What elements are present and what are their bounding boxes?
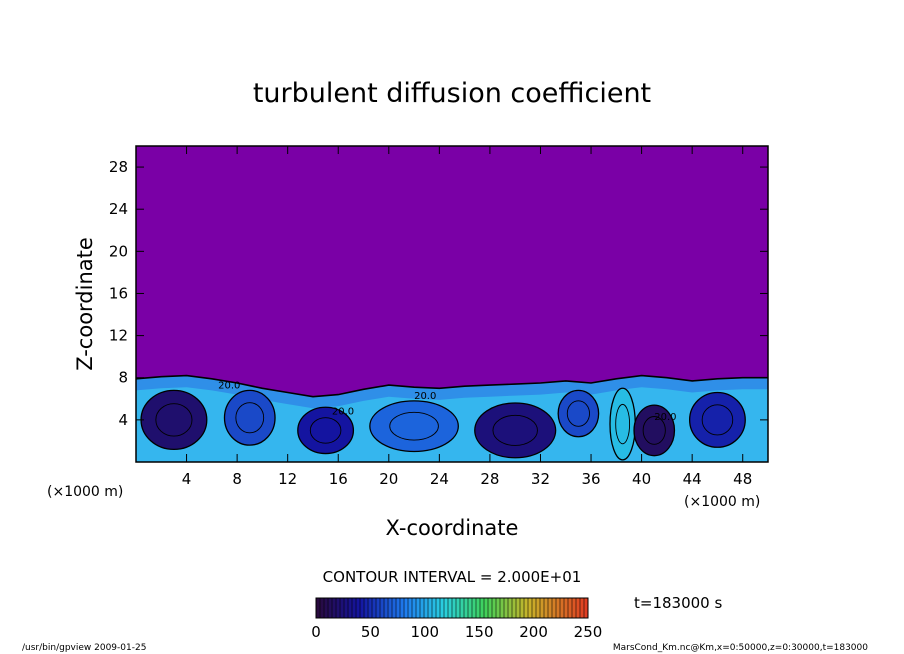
x-unit-left: (×1000 m) <box>47 484 123 500</box>
cell-inner-contour <box>701 404 734 436</box>
turbulent-cell <box>369 400 459 453</box>
turbulent-cell <box>140 389 208 451</box>
time-label: t=183000 s <box>634 594 722 612</box>
y-tick-label: 8 <box>118 369 128 387</box>
cell-inner-contour <box>642 416 666 445</box>
x-tick-label: 36 <box>581 470 600 488</box>
colorbar-tick-label: 250 <box>574 623 603 641</box>
contour-label: 20.0 <box>414 391 436 402</box>
turbulent-cell <box>297 406 355 455</box>
x-tick-label: 20 <box>379 470 398 488</box>
x-tick-label: 32 <box>531 470 550 488</box>
colorbar-ticks: 0 50 100 150 200 250 <box>311 623 602 641</box>
cell-inner-contour <box>615 403 631 445</box>
x-axis: 4 8 12 16 20 24 28 32 36 40 44 48 <box>182 146 752 488</box>
x-tick-label: 16 <box>329 470 348 488</box>
contour-label: 20.0 <box>654 412 676 423</box>
x-tick-label: 40 <box>632 470 651 488</box>
boundary-layer-contour <box>136 374 768 398</box>
x-tick-label: 28 <box>480 470 499 488</box>
colorbar-tick-label: 200 <box>519 623 548 641</box>
y-tick-label: 16 <box>109 284 128 302</box>
footer-right: MarsCond_Km.nc@Km,x=0:50000,z=0:30000,t=… <box>613 643 868 653</box>
cell-inner-contour <box>566 400 590 427</box>
turbulent-cell <box>633 404 676 457</box>
cell-inner-contour <box>155 403 193 437</box>
turbulent-cell <box>223 389 276 446</box>
x-tick-label: 8 <box>232 470 242 488</box>
contour-interval: CONTOUR INTERVAL = 2.000E+01 <box>323 568 582 586</box>
colorbar-tick-label: 50 <box>361 623 380 641</box>
x-tick-label: 4 <box>182 470 192 488</box>
colorbar-tick-label: 0 <box>311 623 321 641</box>
contour-label: 20.0 <box>332 407 354 418</box>
x-unit-right: (×1000 m) <box>684 494 760 510</box>
x-axis-label: X-coordinate <box>386 516 519 540</box>
colorbar-tick-label: 150 <box>465 623 494 641</box>
x-tick-label: 12 <box>278 470 297 488</box>
footer-left: /usr/bin/gpview 2009-01-25 <box>22 643 146 653</box>
y-tick-label: 28 <box>109 158 128 176</box>
cell-inner-contour <box>235 402 265 434</box>
chart-title: turbulent diffusion coefficient <box>253 78 651 109</box>
y-axis: 4 8 12 16 20 24 28 <box>109 158 768 429</box>
turbulent-cell <box>609 387 636 461</box>
y-tick-label: 24 <box>109 200 128 218</box>
cell-inner-contour <box>389 411 439 441</box>
cell-inner-contour <box>309 417 342 444</box>
turbulent-cell <box>474 402 557 459</box>
cell-inner-contour <box>492 414 538 446</box>
y-tick-label: 20 <box>109 242 128 260</box>
contour-labels: 20.0 20.0 20.0 20.0 <box>218 380 676 423</box>
x-tick-label: 44 <box>683 470 702 488</box>
y-tick-label: 4 <box>118 411 128 429</box>
turbulent-cell <box>688 391 746 448</box>
turbulent-cells <box>140 387 746 461</box>
y-axis-label: Z-coordinate <box>73 237 97 371</box>
contour-label: 20.0 <box>218 380 240 391</box>
turbulent-cell <box>557 389 600 438</box>
plot-frame <box>135 145 769 463</box>
y-tick-label: 12 <box>109 327 128 345</box>
x-tick-label: 48 <box>733 470 752 488</box>
colorbar-tick-label: 100 <box>410 623 439 641</box>
colorbar-stripes <box>319 598 585 618</box>
x-tick-label: 24 <box>430 470 449 488</box>
